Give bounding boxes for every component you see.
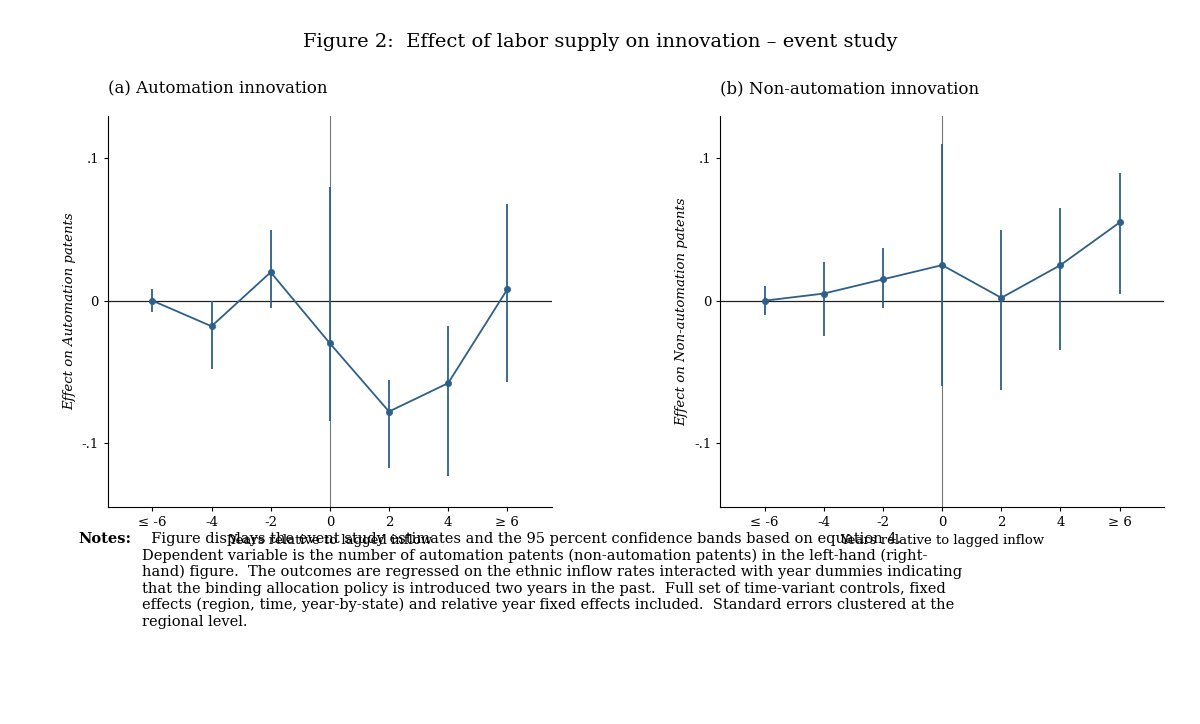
- X-axis label: Years relative to lagged inflow: Years relative to lagged inflow: [228, 534, 432, 547]
- X-axis label: Years relative to lagged inflow: Years relative to lagged inflow: [840, 534, 1044, 547]
- Y-axis label: Effect on Non-automation patents: Effect on Non-automation patents: [676, 197, 689, 426]
- Text: (b) Non-automation innovation: (b) Non-automation innovation: [720, 81, 979, 98]
- Text: Figure 2:  Effect of labor supply on innovation – event study: Figure 2: Effect of labor supply on inno…: [302, 33, 898, 51]
- Text: Notes:  Figure displays the event study estimates and the 95 percent confidence : Notes: Figure displays the event study e…: [78, 532, 898, 628]
- Text: Figure displays the event study estimates and the 95 percent confidence bands ba: Figure displays the event study estimate…: [142, 532, 961, 628]
- Text: (a) Automation innovation: (a) Automation innovation: [108, 81, 328, 98]
- Y-axis label: Effect on Automation patents: Effect on Automation patents: [64, 213, 76, 410]
- Text: Notes:: Notes:: [78, 532, 131, 546]
